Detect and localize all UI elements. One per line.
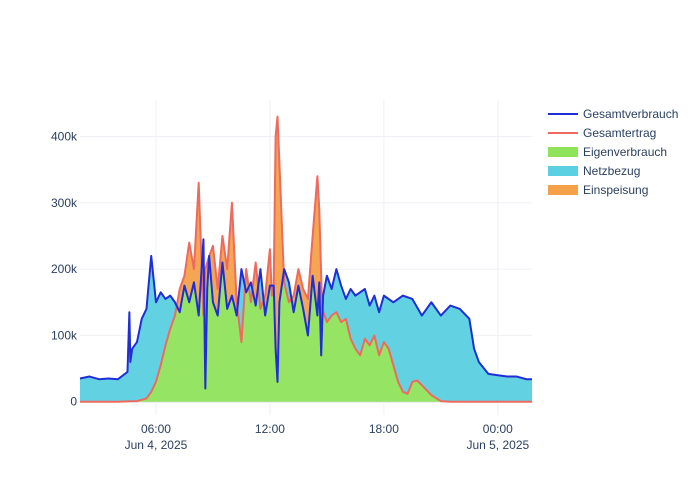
y-axis: 0 100k 200k 300k 400k	[51, 129, 78, 408]
legend: Gesamtverbrauch Gesamtertrag Eigenverbrauc…	[548, 107, 678, 197]
x-tick-label: 18:00	[369, 422, 399, 436]
y-tick-label: 200k	[51, 262, 78, 276]
legend-item-gesamtverbrauch[interactable]: Gesamtverbrauch	[548, 107, 678, 121]
legend-fill-swatch	[548, 147, 578, 157]
legend-fill-swatch	[548, 166, 578, 176]
x-tick-label: 06:00	[141, 422, 171, 436]
legend-label: Netzbezug	[583, 164, 640, 178]
legend-item-gesamtertrag[interactable]: Gesamtertrag	[548, 126, 656, 140]
y-tick-label: 400k	[51, 129, 78, 143]
legend-item-einspeisung[interactable]: Einspeisung	[548, 183, 648, 197]
series-lines	[79, 115, 532, 403]
x-tick-date-label: Jun 5, 2025	[466, 438, 529, 452]
legend-item-netzbezug[interactable]: Netzbezug	[548, 164, 640, 178]
legend-fill-swatch	[548, 185, 578, 195]
y-tick-label: 300k	[51, 196, 78, 210]
x-tick-date-label: Jun 4, 2025	[125, 438, 188, 452]
x-axis: 06:00 Jun 4, 2025 12:00 18:00 00:00 Jun 5, 20…	[125, 422, 530, 452]
y-tick-label: 0	[70, 395, 77, 409]
netzbezug-area	[80, 239, 532, 402]
x-tick-label: 00:00	[483, 422, 513, 436]
gesamtertrag-line	[80, 115, 532, 403]
legend-item-eigenverbrauch[interactable]: Eigenverbrauch	[548, 145, 667, 159]
legend-label: Einspeisung	[583, 183, 648, 197]
legend-label: Gesamtverbrauch	[583, 107, 678, 121]
y-tick-label: 100k	[51, 328, 78, 342]
x-tick-label: 12:00	[255, 422, 285, 436]
legend-label: Eigenverbrauch	[583, 145, 667, 159]
gesamtverbrauch-line	[79, 238, 532, 390]
legend-label: Gesamtertrag	[583, 126, 656, 140]
